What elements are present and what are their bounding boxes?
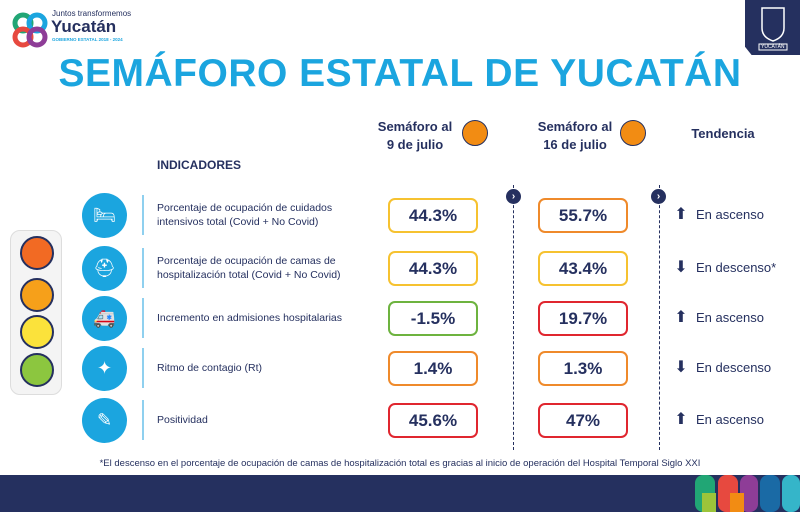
week1-value: 1.4% [388, 351, 478, 386]
indicator-label: Porcentaje de ocupación de cuidados inte… [157, 202, 333, 228]
arrow-up-icon: ⬆ [674, 411, 688, 428]
column-header-week2: Semáforo al 16 de julio [525, 118, 625, 154]
page-title: SEMÁFORO ESTATAL DE YUCATÁN [58, 52, 742, 95]
chevron-right-icon: › [651, 189, 666, 204]
arrow-down-icon: ⬇ [674, 259, 688, 276]
logo-tagline: Juntos transformemos [52, 9, 132, 18]
trend-label: En ascenso [696, 310, 764, 325]
crest-label: YUCATÁN [761, 44, 785, 50]
indicator-label: Incremento en admisiones hospitalarias [157, 312, 343, 324]
row-divider [142, 348, 144, 388]
column-header-week1: Semáforo al 9 de julio [365, 118, 465, 154]
week2-value: 47% [538, 403, 628, 438]
icu-bed-icon: 🛏 [82, 193, 127, 238]
logo-name: Yucatán [51, 17, 117, 36]
row-divider [142, 248, 144, 288]
divider [659, 185, 660, 450]
row-divider [142, 195, 144, 235]
hospital-bed-icon: ⛑ [82, 246, 127, 291]
week2-value: 1.3% [538, 351, 628, 386]
indicator-label: Positividad [157, 414, 208, 426]
week1-status-dot [462, 120, 488, 146]
chevron-right-icon: › [506, 189, 521, 204]
green-lamp [20, 353, 54, 387]
trend-label: En ascenso [696, 412, 764, 427]
indicators-header: INDICADORES [157, 158, 242, 172]
arrow-down-icon: ⬇ [674, 359, 688, 376]
column-header-trend: Tendencia [691, 126, 755, 141]
yellow-lamp [20, 315, 54, 349]
trend-label: En ascenso [696, 207, 764, 222]
logo [12, 12, 48, 48]
header-line: Semáforo al [537, 119, 613, 134]
indicator-label: Ritmo de contagio (Rt) [157, 362, 263, 374]
header-line: 16 de julio [543, 137, 607, 152]
week2-value: 55.7% [538, 198, 628, 233]
row-divider [142, 400, 144, 440]
header-line: 9 de julio [386, 137, 444, 152]
row-divider [142, 298, 144, 338]
indicator-label: Porcentaje de ocupación de camas de hosp… [157, 255, 341, 281]
trend-label: En descenso* [696, 260, 777, 275]
orange-lamp [20, 278, 54, 312]
header-line: Semáforo al [377, 119, 453, 134]
logo-subtitle: GOBIERNO ESTATAL 2018 - 2024 [52, 37, 123, 42]
test-swab-icon: ✎ [82, 398, 127, 443]
footnote: *El descenso en el porcentaje de ocupaci… [99, 458, 701, 469]
contagion-icon: ✦ [82, 346, 127, 391]
week2-status-dot [620, 120, 646, 146]
state-crest: YUCATÁN [745, 0, 800, 55]
arrow-up-icon: ⬆ [674, 206, 688, 223]
footer-band [0, 475, 800, 512]
week2-value: 19.7% [538, 301, 628, 336]
week1-value: 44.3% [388, 251, 478, 286]
red-lamp [20, 236, 54, 270]
week1-value: -1.5% [388, 301, 478, 336]
divider [513, 185, 514, 450]
week1-value: 45.6% [388, 403, 478, 438]
week1-value: 44.3% [388, 198, 478, 233]
ambulance-icon: 🚑 [82, 296, 127, 341]
arrow-up-icon: ⬆ [674, 309, 688, 326]
week2-value: 43.4% [538, 251, 628, 286]
trend-label: En descenso [696, 360, 772, 375]
